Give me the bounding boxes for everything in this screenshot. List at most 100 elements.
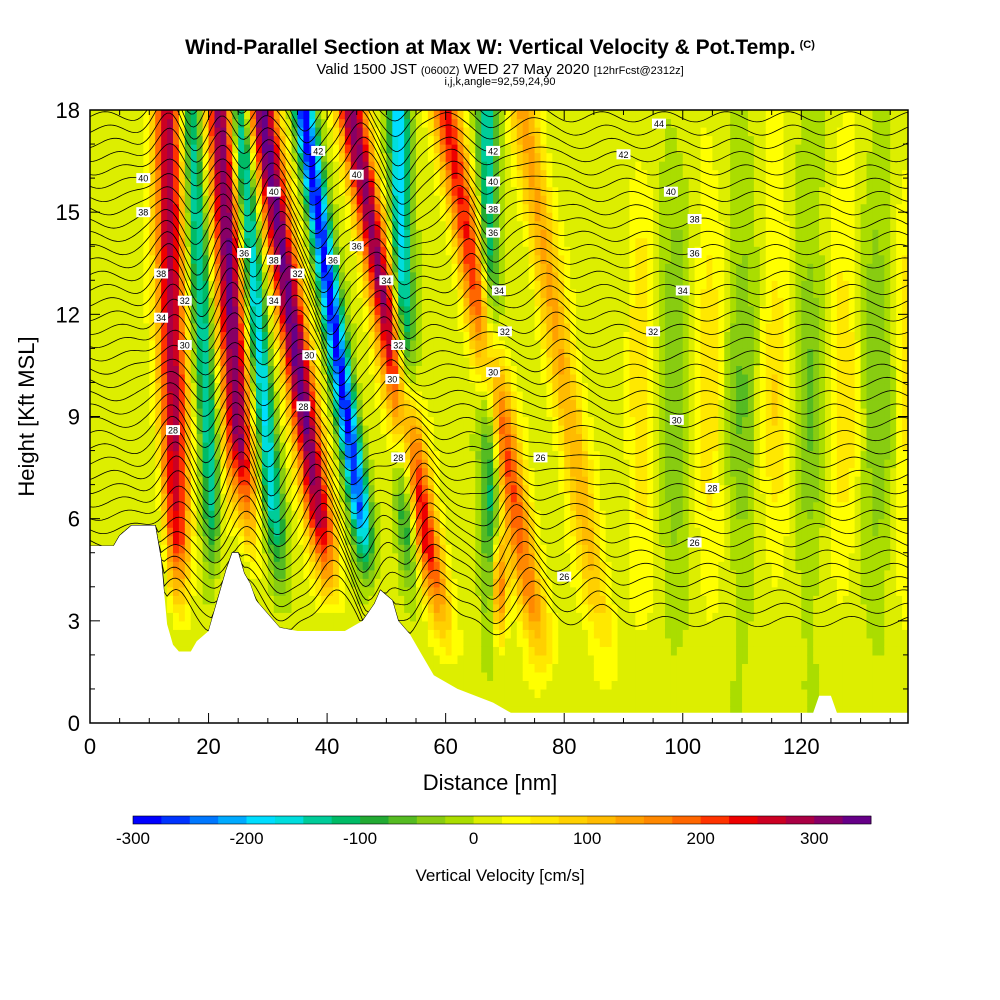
velocity-cell <box>356 152 364 162</box>
velocity-cell <box>208 365 216 375</box>
velocity-cell <box>469 595 476 605</box>
velocity-cell <box>445 620 453 630</box>
velocity-cell <box>315 271 322 281</box>
velocity-cell <box>404 459 411 469</box>
velocity-cell <box>261 263 269 273</box>
velocity-cell <box>279 263 287 273</box>
velocity-cell <box>184 212 192 222</box>
velocity-cell <box>416 629 423 639</box>
velocity-cell <box>309 416 316 426</box>
velocity-cell <box>356 271 364 281</box>
velocity-cell <box>380 288 387 298</box>
velocity-cell <box>338 527 346 537</box>
velocity-cell <box>333 152 340 162</box>
velocity-cell <box>273 288 281 298</box>
velocity-cell <box>196 305 204 315</box>
velocity-cell <box>190 339 198 349</box>
velocity-cell <box>392 544 399 554</box>
velocity-cell <box>149 127 156 137</box>
velocity-cell <box>291 467 299 477</box>
velocity-cell <box>255 484 263 494</box>
velocity-cell <box>161 569 168 579</box>
velocity-cell <box>404 135 411 145</box>
velocity-cell <box>107 442 115 452</box>
velocity-cell <box>178 169 186 179</box>
velocity-cell <box>433 535 441 545</box>
velocity-cell <box>416 459 423 469</box>
velocity-cell <box>439 373 447 384</box>
velocity-cell <box>481 680 488 690</box>
velocity-cell <box>416 501 423 511</box>
velocity-cell <box>309 220 316 230</box>
velocity-cell <box>410 331 417 341</box>
velocity-cell <box>416 254 423 264</box>
velocity-cell <box>190 484 198 494</box>
velocity-cell <box>356 110 364 120</box>
velocity-cell <box>178 544 186 554</box>
velocity-cell <box>161 433 168 443</box>
velocity-cell <box>101 339 109 349</box>
velocity-cell <box>261 561 269 571</box>
velocity-cell <box>261 169 269 179</box>
velocity-cell <box>368 569 376 579</box>
velocity-cell <box>338 127 346 137</box>
velocity-cell <box>155 322 162 332</box>
velocity-cell <box>315 493 322 503</box>
velocity-cell <box>232 322 239 332</box>
velocity-cell <box>398 433 405 443</box>
velocity-cell <box>398 212 405 222</box>
velocity-cell <box>404 578 411 588</box>
velocity-cell <box>273 535 281 545</box>
velocity-cell <box>119 322 127 332</box>
velocity-cell <box>315 135 322 145</box>
velocity-cell <box>315 578 322 588</box>
velocity-cell <box>161 331 168 341</box>
velocity-cell <box>410 271 417 281</box>
velocity-cell <box>469 305 476 315</box>
velocity-cell <box>101 416 109 426</box>
velocity-cell <box>279 407 287 418</box>
velocity-cell <box>119 390 127 401</box>
velocity-cell <box>90 118 97 128</box>
velocity-cell <box>327 118 334 128</box>
velocity-cell <box>333 595 340 605</box>
velocity-cell <box>155 390 162 401</box>
velocity-cell <box>101 152 109 162</box>
velocity-cell <box>190 118 198 128</box>
velocity-cell <box>238 518 245 528</box>
velocity-cell <box>469 680 476 690</box>
velocity-cell <box>374 356 382 367</box>
velocity-cell <box>427 263 435 273</box>
velocity-cell <box>125 416 133 426</box>
velocity-cell <box>350 314 358 324</box>
velocity-cell <box>297 152 304 162</box>
velocity-cell <box>95 373 103 384</box>
velocity-cell <box>279 322 287 332</box>
velocity-cell <box>125 237 133 247</box>
velocity-cell <box>244 305 251 315</box>
velocity-cell <box>95 399 103 409</box>
velocity-cell <box>261 229 269 239</box>
velocity-cell <box>285 501 293 511</box>
velocity-cell <box>333 322 340 332</box>
velocity-cell <box>427 467 435 477</box>
velocity-cell <box>208 450 216 460</box>
velocity-cell <box>338 288 346 298</box>
velocity-cell <box>338 586 346 596</box>
velocity-cell <box>90 407 97 418</box>
velocity-cell <box>321 237 328 247</box>
velocity-cell <box>380 195 387 205</box>
velocity-cell <box>90 135 97 145</box>
velocity-cell <box>451 433 459 443</box>
velocity-cell <box>475 161 482 171</box>
velocity-cell <box>416 407 423 418</box>
velocity-cell <box>433 425 441 435</box>
velocity-cell <box>445 237 453 247</box>
velocity-cell <box>392 484 399 494</box>
velocity-cell <box>143 407 150 418</box>
velocity-cell <box>261 442 269 452</box>
velocity-cell <box>285 569 293 579</box>
velocity-cell <box>309 510 316 520</box>
velocity-cell <box>155 263 162 273</box>
velocity-cell <box>90 314 97 324</box>
